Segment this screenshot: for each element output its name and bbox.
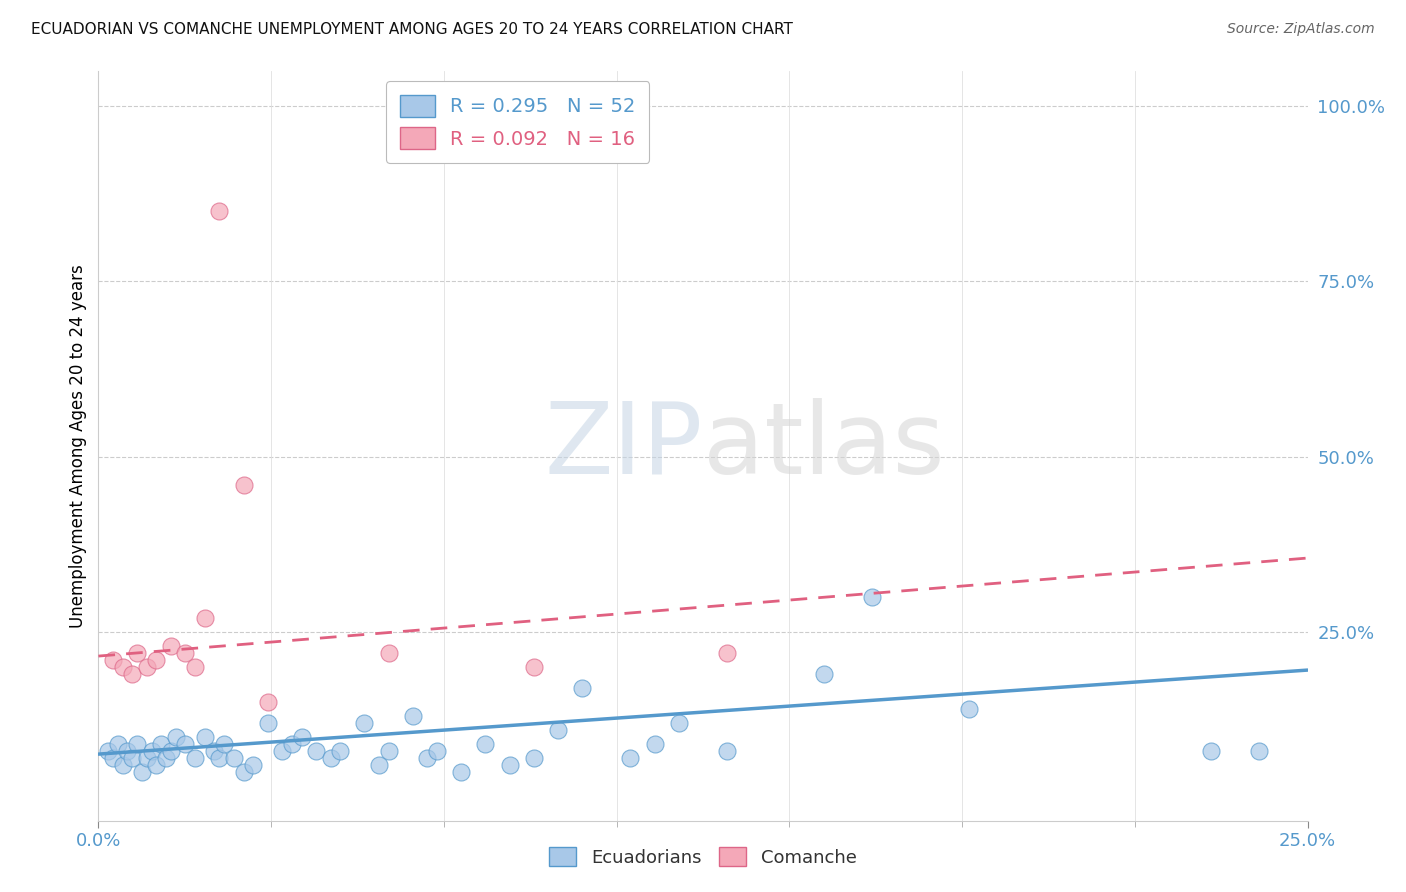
Point — [97, 743, 120, 757]
Legend: Ecuadorians, Comanche: Ecuadorians, Comanche — [543, 840, 863, 874]
Point — [716, 646, 738, 660]
Point — [523, 750, 546, 764]
Point — [127, 737, 149, 751]
Point — [290, 730, 312, 744]
Point — [426, 743, 449, 757]
Point — [174, 737, 197, 751]
Point — [474, 737, 496, 751]
Point — [319, 750, 342, 764]
Text: atlas: atlas — [703, 398, 945, 494]
Point — [222, 750, 245, 764]
Point — [547, 723, 569, 737]
Point — [271, 743, 294, 757]
Point — [1199, 743, 1222, 757]
Point — [101, 750, 124, 764]
Point — [135, 659, 157, 673]
Point — [135, 750, 157, 764]
Point — [145, 757, 167, 772]
Point — [208, 750, 231, 764]
Point — [305, 743, 328, 757]
Point — [813, 666, 835, 681]
Point — [860, 590, 883, 604]
Point — [174, 646, 197, 660]
Text: Source: ZipAtlas.com: Source: ZipAtlas.com — [1227, 22, 1375, 37]
Point — [155, 750, 177, 764]
Legend: R = 0.295   N = 52, R = 0.092   N = 16: R = 0.295 N = 52, R = 0.092 N = 16 — [387, 81, 650, 163]
Point — [571, 681, 593, 695]
Point — [121, 666, 143, 681]
Point — [242, 757, 264, 772]
Point — [232, 477, 254, 491]
Point — [204, 743, 226, 757]
Point — [402, 708, 425, 723]
Point — [194, 730, 217, 744]
Point — [644, 737, 666, 751]
Point — [619, 750, 641, 764]
Point — [416, 750, 439, 764]
Point — [111, 659, 134, 673]
Text: ZIP: ZIP — [544, 398, 703, 494]
Point — [165, 730, 187, 744]
Point — [150, 737, 173, 751]
Point — [716, 743, 738, 757]
Point — [450, 764, 472, 779]
Point — [668, 715, 690, 730]
Point — [111, 757, 134, 772]
Text: ECUADORIAN VS COMANCHE UNEMPLOYMENT AMONG AGES 20 TO 24 YEARS CORRELATION CHART: ECUADORIAN VS COMANCHE UNEMPLOYMENT AMON… — [31, 22, 793, 37]
Point — [329, 743, 352, 757]
Point — [523, 659, 546, 673]
Point — [184, 750, 207, 764]
Point — [194, 610, 217, 624]
Point — [121, 750, 143, 764]
Point — [498, 757, 520, 772]
Point — [232, 764, 254, 779]
Point — [256, 695, 278, 709]
Point — [957, 701, 980, 715]
Point — [101, 652, 124, 666]
Point — [160, 639, 183, 653]
Point — [141, 743, 163, 757]
Point — [1249, 743, 1271, 757]
Point — [184, 659, 207, 673]
Point — [127, 646, 149, 660]
Point — [107, 737, 129, 751]
Point — [256, 715, 278, 730]
Point — [281, 737, 304, 751]
Point — [145, 652, 167, 666]
Point — [160, 743, 183, 757]
Point — [208, 204, 231, 219]
Point — [377, 743, 399, 757]
Point — [117, 743, 139, 757]
Point — [353, 715, 375, 730]
Point — [368, 757, 391, 772]
Point — [131, 764, 153, 779]
Point — [212, 737, 235, 751]
Y-axis label: Unemployment Among Ages 20 to 24 years: Unemployment Among Ages 20 to 24 years — [69, 264, 87, 628]
Point — [377, 646, 399, 660]
